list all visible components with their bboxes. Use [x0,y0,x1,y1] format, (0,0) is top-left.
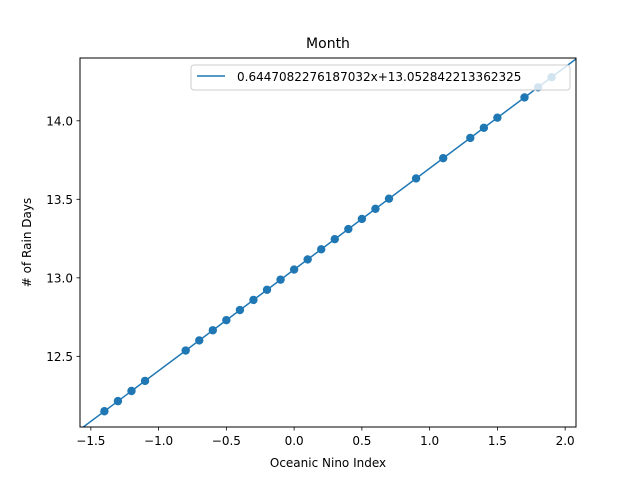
x-tick-label: 0.0 [285,434,304,448]
x-tick-label: 0.5 [352,434,371,448]
y-axis: 12.5 13.0 13.5 14.0 [46,114,80,364]
data-point [100,407,109,416]
fit-line [82,58,576,427]
x-tick-label: 1.0 [420,434,439,448]
data-point [466,133,475,143]
data-point [289,265,299,274]
x-tick-label: −0.5 [212,434,241,448]
legend: 0.6447082276187032x+13.052842213362325 [190,64,571,91]
chart-title: Month [306,36,350,52]
data-point [438,153,448,163]
x-axis: −1.5 −1.0 −0.5 0.0 0.5 1.0 1.5 2.0 [76,427,575,448]
data-point [235,305,245,315]
data-point [411,174,421,183]
data-point [140,376,150,386]
y-tick-label: 13.5 [46,193,73,207]
plot-frame [79,57,577,428]
x-tick-label: −1.5 [76,434,105,448]
data-point [113,396,123,406]
data-point [344,224,353,234]
data-point [262,285,272,294]
data-point [303,255,312,264]
x-tick-label: 2.0 [556,434,575,448]
data-point [479,123,489,133]
data-point [181,346,190,355]
data-point [276,275,285,284]
legend-label: 0.6447082276187032x+13.052842213362325 [237,70,521,84]
data-point [493,113,502,122]
x-tick-label: 1.5 [488,434,507,448]
data-point [222,315,231,325]
y-tick-label: 12.5 [46,350,73,364]
data-point [208,326,218,335]
y-tick-label: 13.0 [46,271,73,285]
data-point [317,245,326,254]
data-point [371,204,380,213]
x-tick-label: −1.0 [144,434,173,448]
y-tick-label: 14.0 [46,114,73,128]
legend-box [190,64,571,91]
plot-area [82,58,576,427]
y-axis-title: # of Rain Days [20,198,34,287]
data-point [195,336,204,345]
data-point [330,234,339,244]
x-axis-title: Oceanic Nino Index [270,456,386,470]
data-point [520,93,529,102]
data-point [357,214,367,224]
data-point [127,386,136,396]
data-point [384,194,394,203]
data-point [249,295,258,305]
